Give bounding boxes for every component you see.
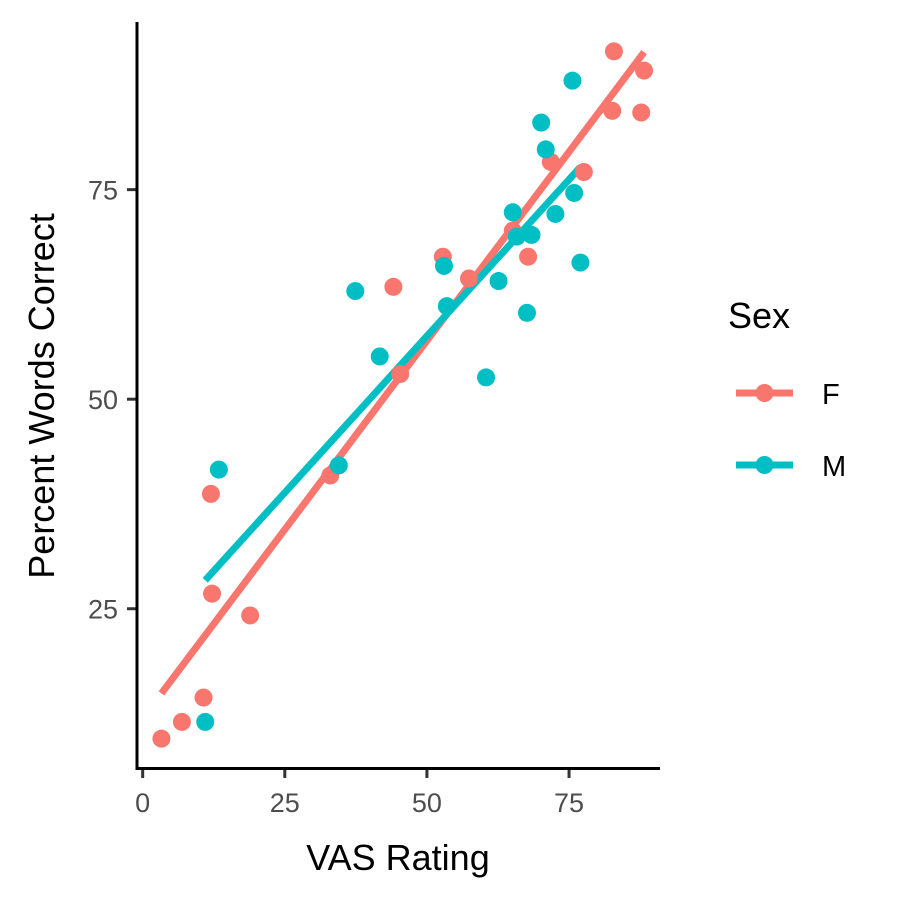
data-point-f	[635, 61, 654, 80]
y-axis-title: Percent Words Correct	[21, 213, 62, 578]
data-points	[152, 42, 654, 748]
data-point-f	[459, 269, 478, 288]
legend-key-point-f	[755, 384, 774, 402]
legend: Sex F M	[728, 295, 846, 483]
legend-key-point-m	[755, 456, 774, 474]
legend-label-f: F	[822, 379, 840, 411]
data-point-m	[536, 140, 555, 159]
data-point-m	[517, 303, 536, 322]
data-point-m	[503, 203, 522, 222]
data-point-f	[604, 42, 623, 61]
data-point-f	[603, 101, 622, 120]
data-point-m	[477, 368, 496, 387]
data-point-m	[209, 460, 228, 479]
data-point-m	[437, 297, 456, 316]
data-point-m	[565, 183, 584, 202]
data-point-m	[329, 456, 348, 475]
data-point-f	[152, 729, 171, 748]
data-point-m	[489, 272, 508, 291]
data-point-f	[203, 584, 222, 603]
data-point-f	[194, 688, 213, 707]
data-point-m	[346, 282, 365, 301]
legend-label-m: M	[822, 451, 846, 483]
data-point-m	[532, 113, 551, 132]
data-point-m	[522, 225, 541, 244]
legend-title: Sex	[728, 295, 790, 336]
data-point-m	[196, 712, 215, 731]
x-axis-title: VAS Rating	[306, 837, 489, 878]
data-point-m	[571, 253, 590, 272]
data-point-f	[391, 365, 410, 384]
data-point-m	[370, 347, 389, 366]
data-point-f	[574, 163, 593, 182]
y-tick-label: 75	[88, 176, 118, 206]
y-tick-label: 50	[88, 385, 118, 415]
data-point-f	[241, 606, 260, 625]
data-point-f	[201, 484, 220, 503]
data-point-m	[546, 204, 565, 223]
x-tick-label: 25	[270, 788, 300, 818]
data-point-f	[172, 712, 191, 731]
y-tick-label: 25	[88, 595, 118, 625]
data-point-f	[384, 277, 403, 296]
data-point-m	[507, 227, 526, 246]
x-tick-label: 0	[135, 788, 150, 818]
data-point-m	[434, 256, 453, 275]
data-point-m	[563, 71, 582, 90]
data-point-f	[632, 103, 651, 122]
axis-ticks: 0 25 50 75 25 50 75	[88, 176, 584, 818]
x-tick-label: 50	[412, 788, 442, 818]
data-point-f	[519, 247, 538, 266]
x-tick-label: 75	[554, 788, 584, 818]
